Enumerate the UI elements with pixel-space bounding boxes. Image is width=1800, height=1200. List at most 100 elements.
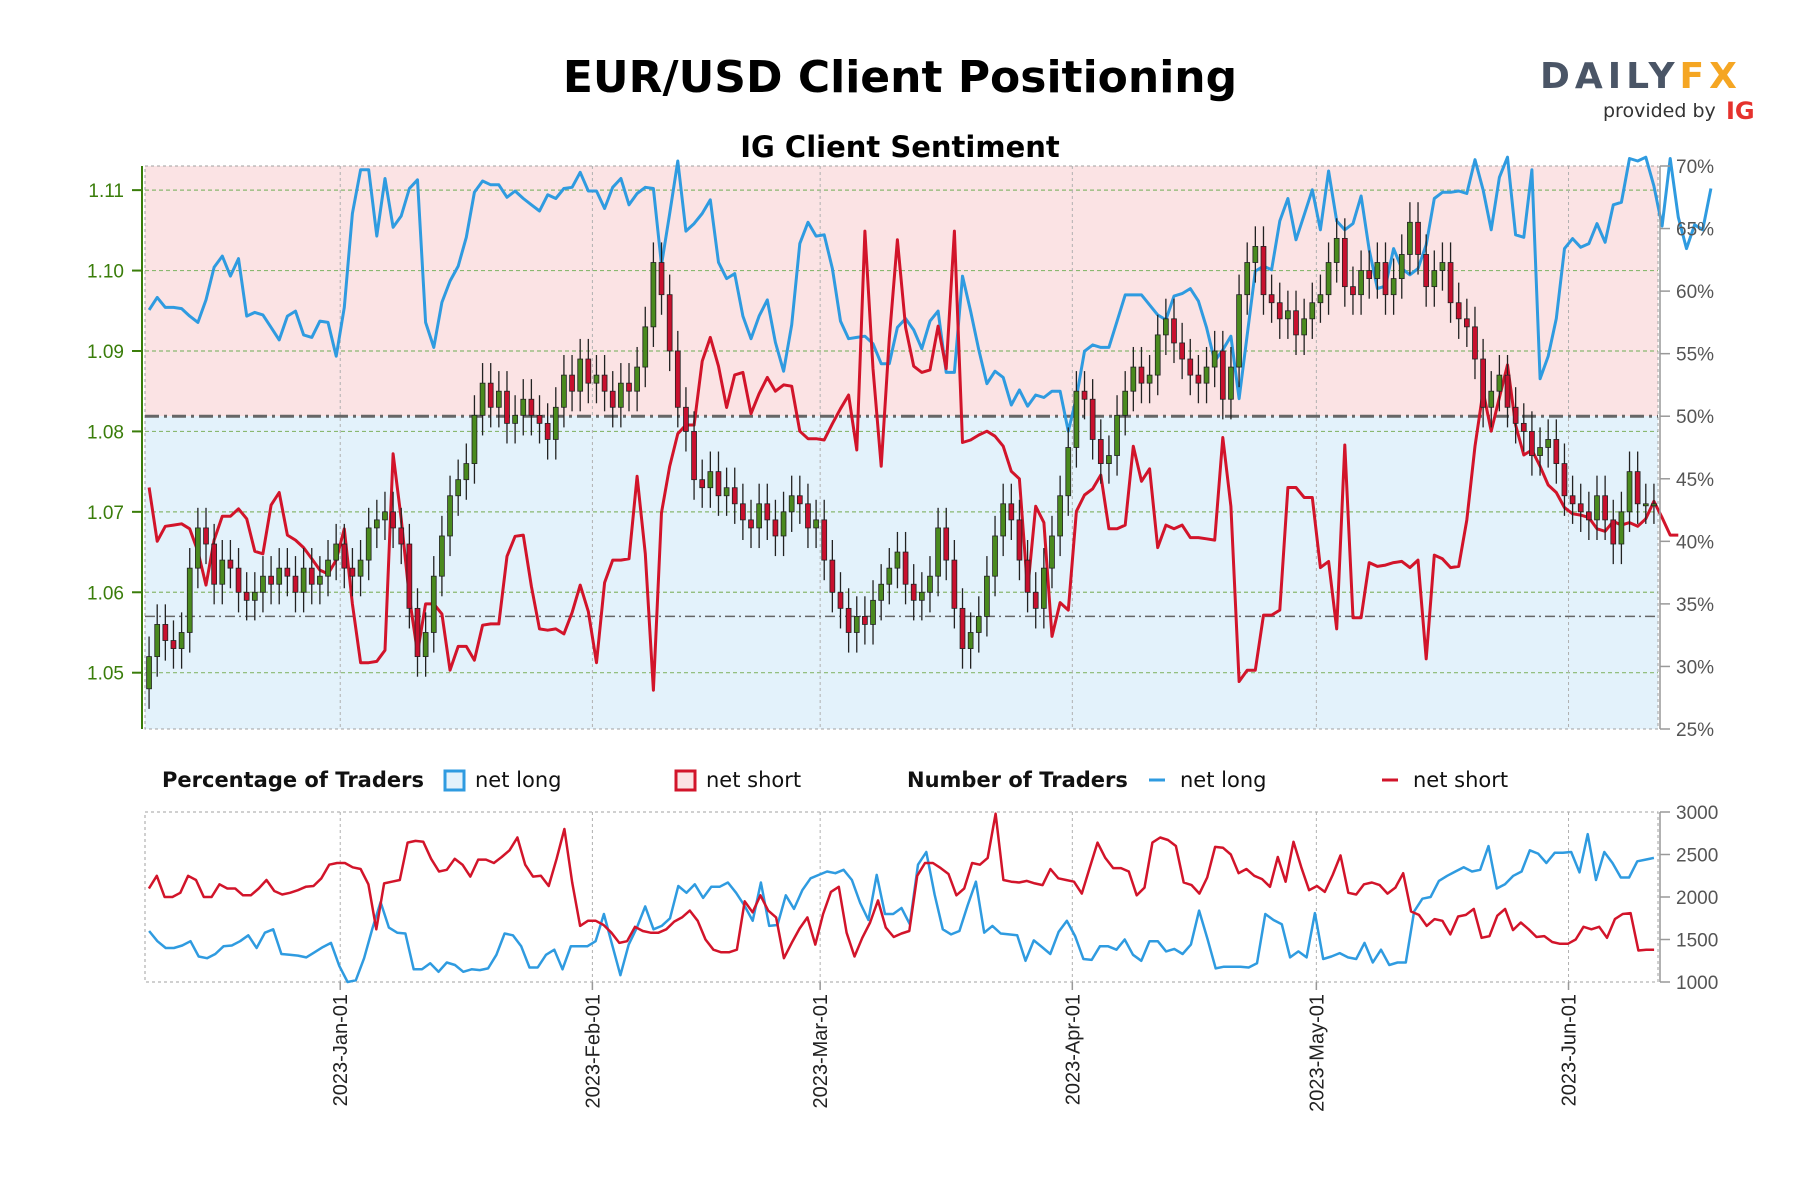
candle-down [821,519,828,561]
legend-num-heading: Number of Traders [907,768,1128,792]
candle-down [1634,471,1641,505]
candle-down [748,519,754,529]
candle-up [333,543,339,561]
net-long-pct-line [147,155,1713,433]
candle-down [601,374,608,392]
candle-up [455,479,462,497]
legend-pct-short: net short [706,768,801,792]
candle-up [593,374,600,384]
pct-tick-label: 50% [1676,407,1714,428]
candle-up [430,575,437,633]
candle-up [577,358,584,392]
candle-down [1016,519,1023,561]
pct-tick-label: 25% [1676,720,1714,741]
candle-down [308,567,315,585]
candle-up [1285,310,1291,320]
candle-up [1431,270,1438,288]
candle-down [235,567,242,593]
candle-down [349,567,356,577]
sentiment-background [145,166,1658,729]
pct-tick-label: 40% [1676,532,1714,553]
candle-up [992,535,998,577]
candle-down [626,382,632,392]
num-net-long-line [148,832,1655,984]
candle-up [707,471,714,489]
candle-down [1586,511,1592,521]
candle-up [1496,374,1503,392]
svg-text:DAILYFX: DAILYFX [1540,56,1742,97]
candle-up [1057,495,1063,537]
candle-down [959,607,966,649]
candle-down [268,575,274,585]
candle-up [496,390,502,408]
candle-down [569,374,575,392]
candle-up [1594,495,1600,521]
candle-down [1089,398,1096,440]
candle-up [422,632,429,658]
candle-up [918,591,925,601]
traders-axes: 1000 1500 2000 2500 3000 [1659,803,1718,994]
price-tick-label: 1.06 [87,583,124,604]
pct-tick-label: 45% [1676,470,1714,491]
candle-down [1138,366,1145,384]
candle-up [642,326,649,368]
candle-down [1081,390,1088,400]
candle-down [658,262,665,296]
candle-up [520,398,527,416]
candle-down [1219,350,1226,400]
candle-down [740,503,746,521]
candle-down [1097,439,1104,464]
candle-up [154,624,161,658]
candle-up [788,495,795,513]
candle-up [1390,278,1397,296]
legend-num-long: net long [1180,768,1266,792]
candle-up [780,511,787,537]
candle-up [870,599,876,625]
candle-up [1000,503,1007,537]
candle-down [1415,221,1421,255]
candle-down [398,527,405,545]
candle-down [764,503,771,521]
candle-down [504,390,510,424]
candle-up [723,487,730,497]
x-axis: 2023-Jan-01 2023-Feb-01 2023-Mar-01 2023-Ap… [330,982,1581,1112]
candle-up [1488,390,1495,408]
candle-down [162,624,169,641]
candle-up [894,551,901,569]
chart-subtitle: IG Client Sentiment [740,130,1060,164]
candle-up [1211,350,1218,368]
candle-down [1455,302,1462,320]
candle-up [1301,318,1307,336]
candle-down [1171,318,1177,344]
main-gridlines [144,165,1659,730]
candle-up [1244,262,1251,296]
price-tick-label: 1.05 [87,664,124,685]
candle-up [1407,221,1413,255]
candle-down [414,607,421,658]
pct-tick-label: 55% [1676,345,1714,366]
candle-down [772,519,779,537]
candle-down [227,559,234,569]
candle-up [552,406,559,440]
candle-up [878,583,885,601]
price-tick-label: 1.08 [87,422,124,443]
candle-down [1577,503,1584,513]
candle-down [544,422,551,440]
candle-up [365,527,372,561]
candle-down [211,543,217,585]
candle-up [1439,262,1446,271]
candle-down [1382,262,1389,296]
candle-down [1520,422,1527,432]
candle-down [1553,439,1560,464]
candle-up [853,616,860,633]
price-tick-label: 1.11 [88,181,124,202]
candle-down [1447,262,1454,304]
candle-up [463,463,470,481]
num-net-short-line [147,812,1655,960]
logo-tagline: provided by [1603,100,1716,122]
candle-down [910,583,917,601]
candle-down [951,559,958,609]
candle-down [666,294,673,352]
candle-up [813,519,819,529]
date-tick-label: 2023-Jan-01 [330,994,352,1106]
